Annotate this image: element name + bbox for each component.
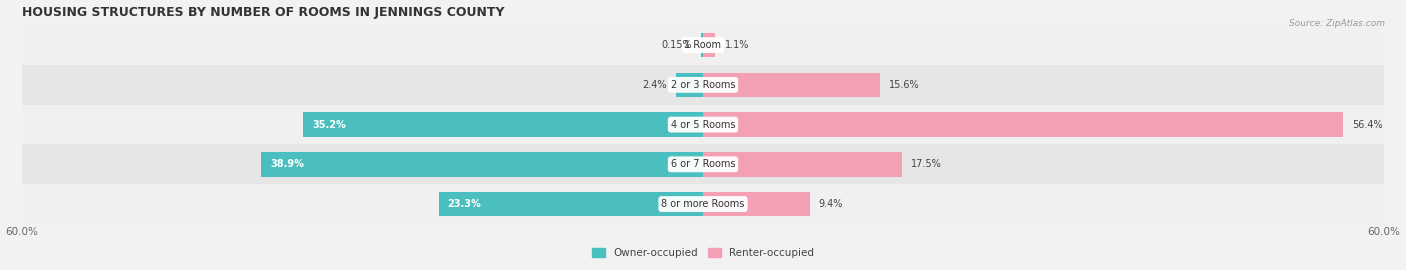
Bar — [22, 144, 1384, 184]
Text: 4 or 5 Rooms: 4 or 5 Rooms — [671, 120, 735, 130]
Bar — [22, 184, 1384, 224]
Bar — [262, 152, 703, 177]
Text: 1 Room: 1 Room — [685, 40, 721, 50]
Text: 1.1%: 1.1% — [724, 40, 749, 50]
Bar — [22, 105, 1384, 144]
Text: 56.4%: 56.4% — [1353, 120, 1384, 130]
Text: Source: ZipAtlas.com: Source: ZipAtlas.com — [1289, 19, 1385, 28]
Bar — [439, 192, 703, 216]
Text: 23.3%: 23.3% — [447, 199, 481, 209]
Text: 0.15%: 0.15% — [662, 40, 692, 50]
Bar — [676, 73, 703, 97]
Text: 38.9%: 38.9% — [270, 159, 305, 169]
Text: 15.6%: 15.6% — [889, 80, 920, 90]
Bar — [703, 33, 716, 58]
Legend: Owner-occupied, Renter-occupied: Owner-occupied, Renter-occupied — [588, 244, 818, 262]
Bar — [22, 65, 1384, 105]
Bar — [703, 152, 901, 177]
Text: 8 or more Rooms: 8 or more Rooms — [661, 199, 745, 209]
Bar — [702, 33, 703, 58]
Text: 2 or 3 Rooms: 2 or 3 Rooms — [671, 80, 735, 90]
Text: HOUSING STRUCTURES BY NUMBER OF ROOMS IN JENNINGS COUNTY: HOUSING STRUCTURES BY NUMBER OF ROOMS IN… — [22, 6, 505, 19]
Text: 35.2%: 35.2% — [312, 120, 346, 130]
Bar — [304, 112, 703, 137]
Text: 9.4%: 9.4% — [818, 199, 844, 209]
Text: 2.4%: 2.4% — [643, 80, 666, 90]
Text: 17.5%: 17.5% — [911, 159, 942, 169]
Bar — [703, 112, 1343, 137]
Text: 6 or 7 Rooms: 6 or 7 Rooms — [671, 159, 735, 169]
Bar — [703, 73, 880, 97]
Bar — [22, 25, 1384, 65]
Bar — [703, 192, 810, 216]
